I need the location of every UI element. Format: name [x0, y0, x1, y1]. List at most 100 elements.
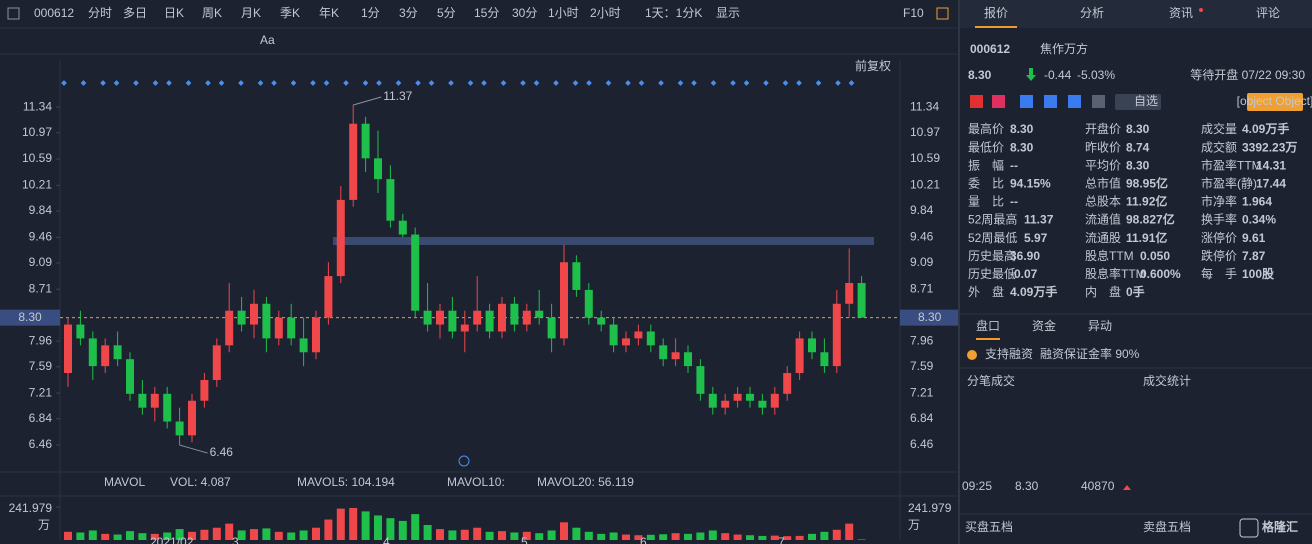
period-tab[interactable]: 1分 — [361, 6, 380, 20]
quote-tab[interactable]: 资讯 — [1169, 6, 1193, 20]
sub-tab[interactable]: 资金 — [1032, 318, 1056, 333]
sub-tab[interactable]: 盘口 — [976, 318, 1000, 333]
x-label: 7 — [778, 535, 785, 544]
candle-body — [646, 331, 655, 346]
quote-value: 1.964 — [1242, 195, 1272, 209]
candle-body — [88, 338, 97, 367]
active-subtab-line — [976, 338, 1000, 340]
event-dot — [238, 80, 244, 86]
y-tick-label: 10.59 — [22, 151, 52, 165]
period-tab[interactable]: 年K — [319, 6, 339, 20]
volume-bar — [498, 531, 506, 540]
y-tick-label: 10.21 — [910, 178, 940, 192]
period-tab[interactable]: 多日 — [123, 6, 147, 20]
sub-tab[interactable]: 异动 — [1088, 319, 1112, 333]
candle-body — [324, 276, 333, 318]
y-tick-label: 11.34 — [23, 99, 52, 113]
period-tab[interactable]: 分时 — [88, 6, 112, 20]
volume-bar — [436, 529, 444, 540]
quote-label: 市盈率TTM — [1201, 157, 1262, 172]
candle-body — [560, 262, 568, 339]
candle-body — [64, 324, 72, 374]
period-tab[interactable]: 日K — [164, 6, 184, 20]
period-tab[interactable]: 5分 — [437, 6, 456, 20]
volume-bar — [795, 535, 804, 540]
period-tab[interactable]: 月K — [241, 6, 261, 20]
event-dot — [290, 80, 297, 86]
volume-bar — [287, 532, 296, 540]
y-tick-label: 7.21 — [29, 385, 53, 399]
quote-tab[interactable]: 报价 — [984, 5, 1008, 20]
event-dot — [586, 80, 592, 86]
candle-body — [671, 352, 680, 360]
quote-value: 9.61 — [1242, 231, 1266, 245]
y-tick-label: 9.09 — [910, 255, 934, 269]
logo-box — [1239, 518, 1259, 538]
candle-body — [274, 317, 283, 339]
quote-value: 4.09万手 — [1010, 284, 1057, 299]
volume-bar — [708, 530, 717, 540]
quote-label: 流通值 — [1085, 212, 1121, 227]
trade-button[interactable] — [1247, 93, 1303, 111]
quote-change-pct: -5.03% — [1077, 68, 1115, 82]
f10-button[interactable]: F10 — [903, 6, 924, 20]
active-tab-line — [975, 26, 1017, 28]
adjust-label[interactable]: 前复权 — [855, 58, 891, 73]
market-status: 等待开盘 07/22 09:30 — [1190, 67, 1305, 82]
volume-bar — [361, 511, 370, 540]
quote-tab[interactable]: 评论 — [1256, 6, 1280, 20]
quote-value: 98.95亿 — [1126, 175, 1168, 190]
quote-label: 股息率TTM — [1085, 266, 1146, 281]
volume-bar — [696, 532, 705, 540]
vol-tick-label: 241.979 — [908, 501, 952, 515]
y-tick-label: 8.71 — [910, 281, 934, 295]
volume-bar — [200, 529, 209, 540]
volume-bar — [560, 522, 568, 540]
candle-body — [522, 310, 531, 325]
volume-bar — [597, 533, 606, 540]
period-tab[interactable]: 1小时 — [548, 6, 579, 20]
watch-label[interactable]: 自选 — [1134, 94, 1158, 108]
candle-body — [126, 359, 134, 394]
volume-bar — [138, 533, 147, 540]
volume-bar — [150, 533, 159, 540]
quote-value: 11.92亿 — [1126, 194, 1167, 209]
period-tab[interactable]: 3分 — [399, 6, 418, 20]
candle-body — [473, 310, 482, 325]
period-tab[interactable]: 15分 — [474, 6, 499, 20]
candle-body — [460, 324, 469, 332]
quote-value: 0手 — [1126, 284, 1145, 299]
quote-value: 17.44 — [1256, 176, 1286, 190]
volume-bar — [262, 528, 271, 540]
quote-tab[interactable]: 分析 — [1080, 6, 1104, 20]
event-dot — [218, 80, 225, 86]
layout-icon — [936, 7, 949, 20]
period-tab[interactable]: 30分 — [512, 6, 537, 20]
period-tab[interactable]: 显示 — [716, 6, 740, 20]
quote-value: 5.97 — [1024, 231, 1048, 245]
volume-bar — [684, 533, 692, 540]
candle-body — [746, 393, 754, 401]
candle-body — [510, 303, 519, 325]
stats-title: 成交统计 — [1143, 373, 1191, 388]
trade-label[interactable]: [object Object] — [1237, 94, 1312, 108]
trade-time: 09:25 — [962, 479, 992, 493]
period-tab[interactable]: 1天：1分K — [645, 6, 702, 20]
watch-button[interactable] — [1115, 94, 1161, 110]
volume-bar — [324, 519, 333, 540]
quote-value: 98.827亿 — [1126, 212, 1175, 227]
quote-label: 最高价 — [968, 121, 1004, 136]
x-label: 5 — [521, 535, 528, 544]
period-tab[interactable]: 周K — [202, 6, 222, 20]
quote-value: 8.30 — [1010, 140, 1034, 154]
volume-bar — [832, 529, 841, 540]
period-tab[interactable]: 2小时 — [590, 6, 621, 20]
quote-price: 8.30 — [968, 68, 992, 82]
period-tab[interactable]: 季K — [280, 6, 300, 20]
candle-body — [770, 393, 779, 408]
candle-body — [684, 352, 692, 367]
event-dot — [428, 80, 435, 86]
volume-bar — [312, 527, 320, 540]
text-tool[interactable]: Aa — [260, 33, 275, 47]
event-dot — [500, 80, 507, 86]
